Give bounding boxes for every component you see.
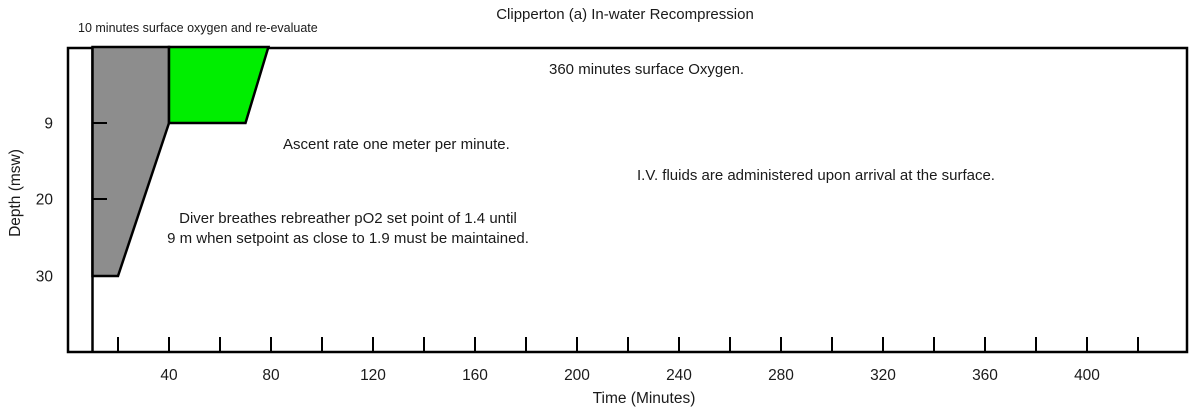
y-tick-label: 20 [36,192,54,209]
profile-phase-nine-metre-hold-phase-pO2-1.9 [167,45,271,125]
x-tick-label: 360 [972,367,998,384]
y-axis-title: Depth (msw) [7,149,24,237]
x-tick-label: 320 [870,367,896,384]
annotation-360min-surface-oxygen: 360 minutes surface Oxygen. [549,61,745,78]
chart-title: Clipperton (a) In-water Recompression [496,6,754,23]
annotation-rebreather-line2: 9 m when setpoint as close to 1.9 must b… [167,229,529,247]
annotation-rebreather-line1: Diver breathes rebreather pO2 set point … [179,210,517,227]
x-tick-label: 400 [1074,367,1100,384]
plot-border [66,46,1189,354]
annotation-ascent-rate: Ascent rate one meter per minute. [283,136,510,153]
x-tick-label: 80 [262,367,280,384]
x-tick-label: 160 [462,367,488,384]
profile-phase-descent-bottom-and-ascent-phase-pO2-1.4 [91,45,171,278]
x-axis-title: Time (Minutes) [592,390,696,407]
annotation-iv-fluids: I.V. fluids are administered upon arriva… [637,167,995,184]
x-tick-label: 120 [360,367,386,384]
x-tick-label: 40 [160,367,178,384]
annotation-rebreather-setpoint: Diver breathes rebreather pO2 set point … [167,209,529,248]
x-tick-label: 200 [564,367,590,384]
x-tick-label: 240 [666,367,692,384]
x-tick-label: 280 [768,367,794,384]
y-tick-label: 30 [36,269,54,286]
y-tick-label: 9 [44,116,53,133]
annotation-10min-surface-oxygen: 10 minutes surface oxygen and re-evaluat… [78,21,318,35]
